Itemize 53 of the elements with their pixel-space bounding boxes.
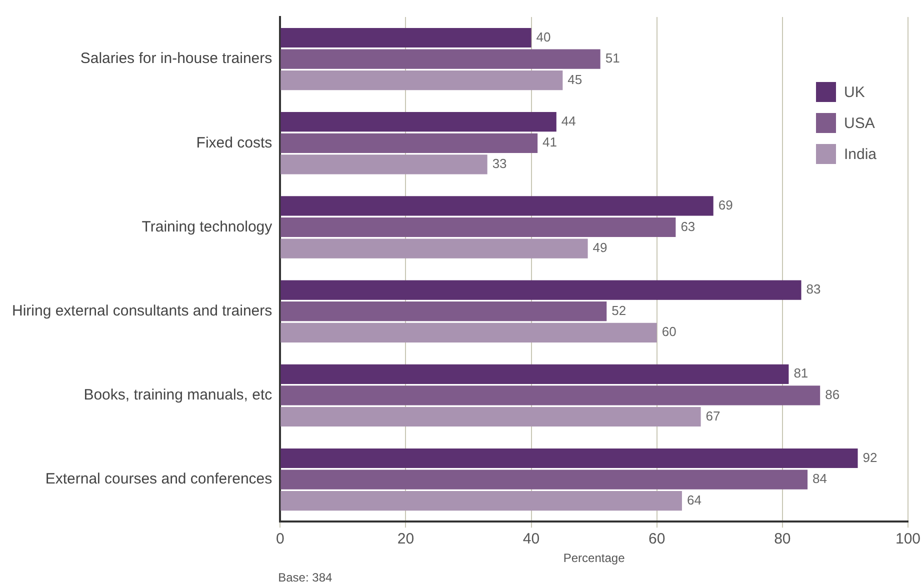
x-tick-label: 0: [276, 530, 284, 548]
bar: [280, 112, 556, 132]
x-tick-label: 20: [397, 530, 414, 548]
bar: [280, 448, 858, 468]
legend-label: UK: [844, 84, 865, 102]
data-label: 33: [492, 156, 507, 172]
bar: [280, 238, 588, 258]
data-label: 51: [605, 50, 620, 66]
bar: [280, 406, 701, 427]
y-tick-label: Hiring external consultants and trainers: [12, 302, 272, 320]
bar: [280, 470, 808, 490]
text: Base: 384: [278, 570, 332, 584]
data-label: 44: [561, 113, 576, 128]
bar: [280, 364, 789, 384]
x-tick-label: 40: [522, 530, 540, 548]
x-tick-label: 60: [648, 530, 666, 548]
bar: [280, 154, 488, 174]
data-label: 83: [806, 282, 821, 297]
bar: [280, 70, 563, 90]
data-label: 69: [718, 198, 733, 213]
y-tick-label: Books, training manuals, etc: [84, 386, 273, 404]
data-label: 92: [862, 450, 878, 465]
data-label: 64: [686, 492, 702, 508]
data-label: 63: [680, 218, 696, 234]
data-label: 45: [568, 72, 582, 87]
y-tick-label: External courses and conferences: [45, 470, 272, 488]
bar: [280, 386, 820, 406]
bar: [280, 217, 676, 238]
data-label: 60: [662, 324, 676, 340]
data-label: 86: [825, 387, 840, 402]
x-tick-label: 80: [774, 530, 791, 548]
x-tick-label: 100: [895, 530, 921, 548]
bar: [280, 133, 538, 153]
bar: [280, 322, 657, 342]
data-label: 81: [794, 366, 808, 381]
data-label: 67: [706, 408, 720, 424]
bar: [280, 196, 714, 216]
y-tick-label: Salaries for in-house trainers: [80, 50, 272, 68]
y-tick-label: Fixed costs: [196, 134, 272, 152]
data-label: 84: [812, 471, 828, 486]
data-label: 52: [612, 302, 626, 318]
bar: [280, 491, 682, 511]
bar: [280, 28, 532, 48]
legend-label: India: [844, 146, 878, 164]
bar: [280, 302, 607, 322]
bar: [280, 280, 802, 300]
data-label: 40: [536, 29, 551, 44]
legend-label: USA: [844, 115, 875, 132]
x-axis-title: Percentage: [563, 551, 626, 566]
bar: [280, 49, 600, 69]
data-label: 49: [592, 240, 608, 256]
y-tick-label: Training technology: [142, 218, 273, 236]
data-label: 41: [542, 134, 558, 150]
